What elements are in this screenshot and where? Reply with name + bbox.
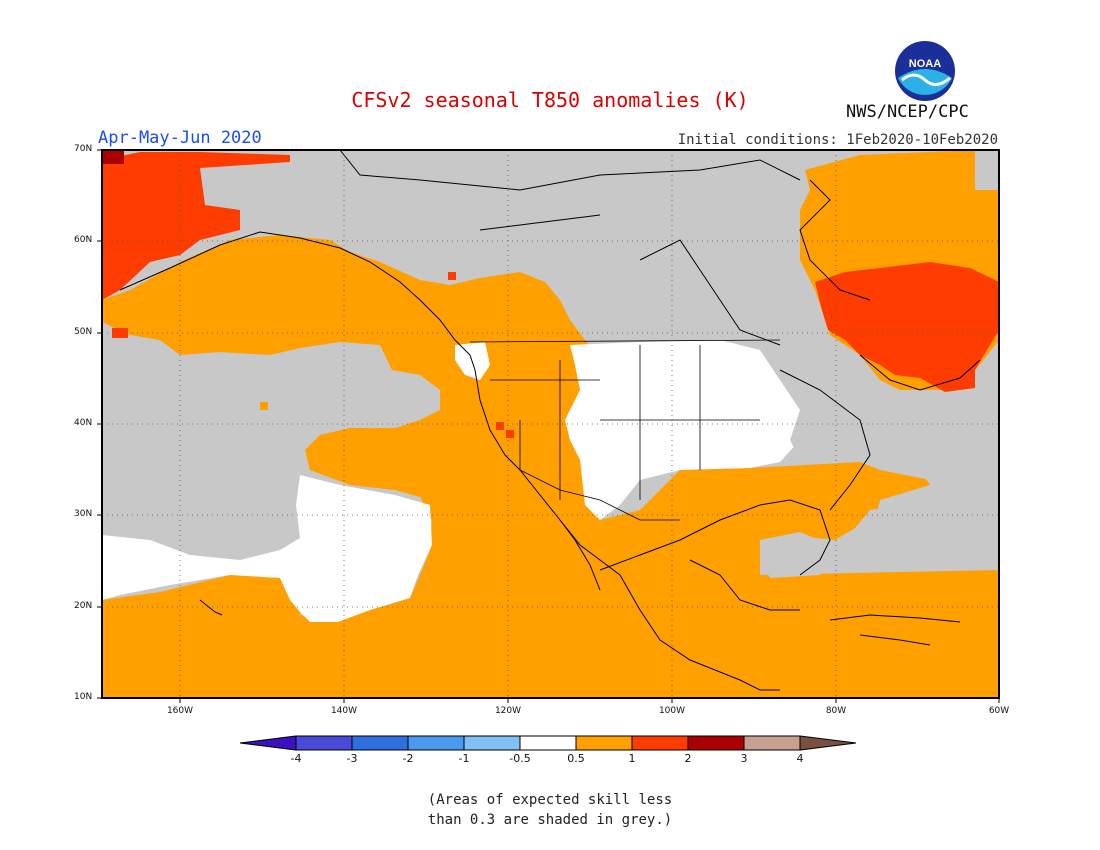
colorbar-cell xyxy=(743,735,801,751)
eastern-canada-red xyxy=(815,262,999,392)
lon-label-140w: 140W xyxy=(330,706,358,716)
colorbar-cell xyxy=(351,735,409,751)
country-borders xyxy=(469,339,781,521)
colorbar-cell xyxy=(463,735,521,751)
lat-label-10n: 10N xyxy=(74,692,93,702)
small-red-cell-4 xyxy=(112,328,128,338)
lon-label-120w: 120W xyxy=(494,706,522,716)
small-red-cell-1 xyxy=(448,272,456,280)
lat-label-40n: 40N xyxy=(74,418,93,428)
colorbar-arrow-high xyxy=(799,735,857,751)
small-red-cell-2 xyxy=(496,422,504,430)
atlantic-grey-region xyxy=(870,385,999,565)
northeast-grey-region xyxy=(760,345,880,460)
colorbar-tick-4: 4 xyxy=(796,752,804,765)
initial-conditions: Initial conditions: 1Feb2020-10Feb2020 xyxy=(677,132,998,148)
small-red-cell-3 xyxy=(506,430,514,438)
colorbar-tick-3: 3 xyxy=(740,752,748,765)
colorbar-cell xyxy=(519,735,577,751)
agency-label: NWS/NCEP/CPC xyxy=(846,102,969,122)
bering-darkred xyxy=(102,150,124,164)
lat-label-70n: 70N xyxy=(74,144,93,154)
pacific-orange-region xyxy=(102,235,999,698)
colorbar-cell xyxy=(295,735,353,751)
noaa-logo: NOAA xyxy=(895,41,955,101)
forecast-period: Apr-May-Jun 2020 xyxy=(98,128,262,148)
gulf-grey-region xyxy=(760,532,830,578)
colorbar-tick-0-5: 0.5 xyxy=(567,752,585,765)
colorbar-cell xyxy=(631,735,689,751)
colorbar-tick-minus1: -1 xyxy=(458,752,470,765)
pacific-neutral-region xyxy=(102,475,432,622)
colorbar-tick-2: 2 xyxy=(684,752,692,765)
lat-label-30n: 30N xyxy=(74,509,93,519)
alaska-red-region xyxy=(102,152,290,300)
footnote-line-1: (Areas of expected skill less xyxy=(427,792,673,808)
colorbar-cell xyxy=(407,735,465,751)
noaa-logo-text: NOAA xyxy=(909,58,941,70)
central-us-neutral-region xyxy=(565,340,800,520)
lon-label-80w: 80W xyxy=(825,706,847,716)
map-title: CFSv2 seasonal T850 anomalies (K) xyxy=(351,88,749,112)
lat-label-20n: 20N xyxy=(74,601,93,611)
colorbar-tick-minus3: -3 xyxy=(346,752,358,765)
colorbar-tick-1: 1 xyxy=(628,752,636,765)
colorbar-cell xyxy=(575,735,633,751)
colorbar-tick-minus2: -2 xyxy=(402,752,414,765)
colorbar-tick-minus0-5: -0.5 xyxy=(509,752,531,765)
skill-footnote: (Areas of expected skill less than 0.3 a… xyxy=(0,790,1100,830)
coastlines xyxy=(119,149,981,691)
colorbar-tick-minus4: -4 xyxy=(290,752,302,765)
colorbar-arrow-low xyxy=(239,735,297,751)
lat-label-60n: 60N xyxy=(74,235,93,245)
lon-label-60w: 60W xyxy=(988,706,1010,716)
small-orange-cell xyxy=(260,402,268,410)
colorbar-cell xyxy=(687,735,745,751)
lat-label-50n: 50N xyxy=(74,327,93,337)
footnote-line-2: than 0.3 are shaded in grey.) xyxy=(427,812,673,828)
lon-label-160w: 160W xyxy=(166,706,194,716)
lon-label-100w: 100W xyxy=(658,706,686,716)
